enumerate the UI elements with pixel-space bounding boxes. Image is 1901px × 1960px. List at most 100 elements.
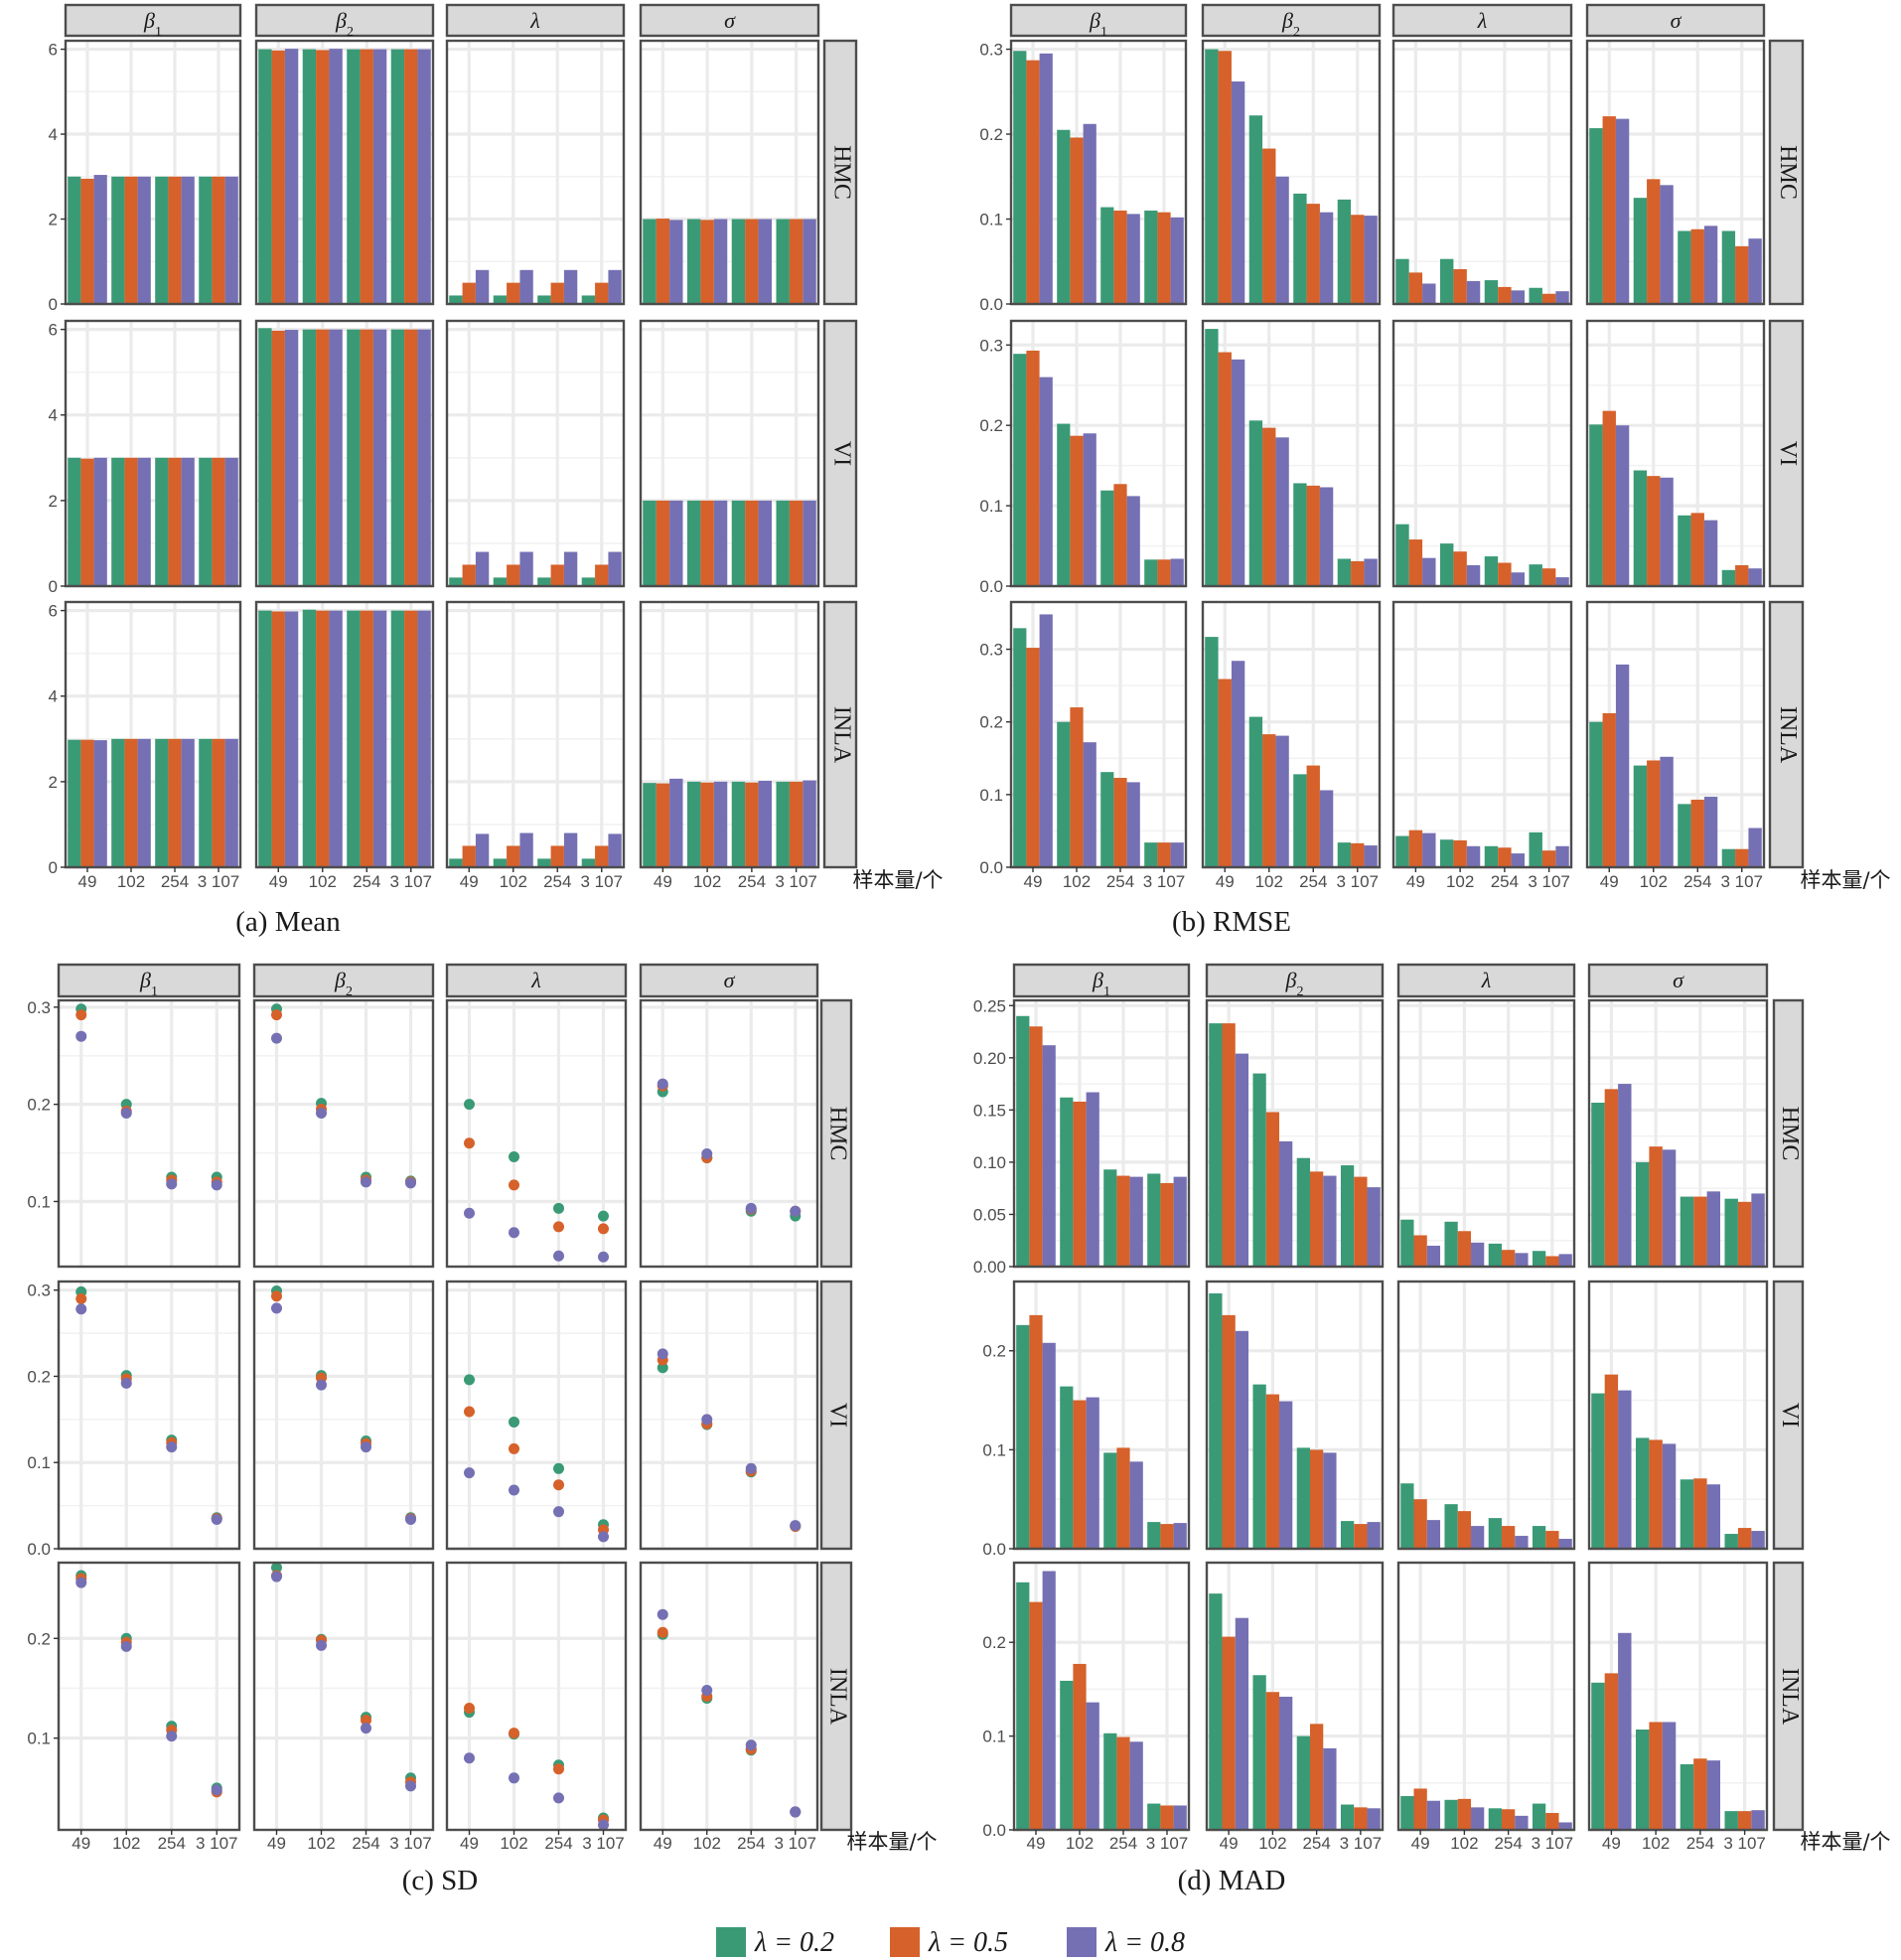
x-tick-label: 254 <box>543 872 571 891</box>
point-lambda-hmc-s1-c3 <box>598 1223 609 1235</box>
bar-beta2-inla-s0-c1 <box>1252 1675 1266 1830</box>
strip-label-beta2: β2 <box>1281 8 1300 40</box>
bar-sigma-vi-s2-c3 <box>1751 1531 1765 1549</box>
caption-mean: (a) Mean <box>235 906 341 938</box>
bar-sigma-hmc-s2-c3 <box>1751 1193 1765 1267</box>
bar-beta2-hmc-s2-c1 <box>1279 1140 1293 1267</box>
bar-beta1-hmc-s2-c2 <box>1129 1176 1143 1267</box>
bar-sigma-hmc-s0-c3 <box>776 219 790 304</box>
bar-beta1-inla-s2-c2 <box>1129 1741 1143 1830</box>
bar-beta1-hmc-s0-c0 <box>68 176 81 304</box>
bar-beta1-hmc-s2-c2 <box>181 176 195 304</box>
panel-sd: β1 β2 λ σHMC0.10.20.3VI0.00.10.20.3INLA0.10… <box>27 963 938 1896</box>
caption-mad: (d) MAD <box>1178 1865 1286 1896</box>
y-tick-label: 0.1 <box>982 1440 1006 1459</box>
x-tick-label: 102 <box>307 1834 335 1853</box>
bar-beta2-hmc-s2-c0 <box>284 49 299 304</box>
x-tick-label: 3 107 <box>774 1834 816 1853</box>
bar-sigma-inla-s2-c1 <box>1662 1722 1677 1830</box>
strip-sigma <box>1587 963 1769 998</box>
bar-beta2-vi-s2-c2 <box>1319 487 1334 586</box>
bar-lambda-inla-s0-c1 <box>1444 1799 1458 1830</box>
x-tick-label: 254 <box>1299 872 1327 891</box>
x-tick-label: 3 107 <box>196 1834 238 1853</box>
strip-label-beta2: β2 <box>334 968 353 999</box>
bar-lambda-hmc-s2-c1 <box>519 269 533 304</box>
bar-lambda-vi-s2-c2 <box>563 551 578 586</box>
point-lambda-hmc-s2-c3 <box>598 1251 609 1263</box>
facet-border <box>445 1561 628 1832</box>
facet-border <box>1396 1280 1576 1551</box>
bar-sigma-inla-s1-c2 <box>745 782 759 867</box>
x-tick-label: 49 <box>460 872 479 891</box>
facet-border <box>1012 1561 1191 1832</box>
x-tick-label: 3 107 <box>1532 1834 1574 1853</box>
bar-beta1-inla-s1-c2 <box>1116 1736 1130 1830</box>
x-tick-label: 3 107 <box>389 872 432 891</box>
bar-sigma-inla-s0-c2 <box>1680 1763 1694 1830</box>
bar-beta1-inla-s0-c3 <box>1144 842 1158 867</box>
x-tick-label: 254 <box>1109 1834 1137 1853</box>
bar-beta2-inla-s0-c0 <box>258 610 272 867</box>
strip-lambda <box>1396 963 1576 998</box>
bar-lambda-inla-s2-c1 <box>519 832 533 867</box>
point-beta2-hmc-s2-c1 <box>316 1107 327 1119</box>
bar-beta1-inla-s0-c2 <box>1103 1733 1117 1830</box>
row-label-vi: VI <box>824 1403 850 1428</box>
y-tick-label: 0.1 <box>979 786 1003 805</box>
bar-beta1-hmc-s2-c3 <box>1170 217 1184 304</box>
bar-sigma-hmc-s0-c0 <box>1589 128 1603 304</box>
bar-beta1-vi-s2-c1 <box>1086 1397 1099 1549</box>
point-beta1-hmc-s1-c0 <box>75 1009 87 1021</box>
facet-border <box>254 39 435 306</box>
row-strip-vi <box>1768 319 1805 588</box>
point-beta2-inla-s2-c3 <box>405 1780 416 1792</box>
bar-beta1-inla-s1-c1 <box>1070 707 1084 867</box>
bar-beta1-inla-s2-c1 <box>1086 1702 1099 1830</box>
x-tick-label: 102 <box>1450 1834 1478 1853</box>
row-label-inla: INLA <box>824 1668 850 1726</box>
facet-border <box>639 998 819 1269</box>
x-tick-label: 254 <box>1106 872 1134 891</box>
x-tick-label: 254 <box>1302 1834 1330 1853</box>
x-tick-label: 49 <box>78 872 97 891</box>
bar-beta1-inla-s0-c1 <box>1060 1680 1074 1830</box>
y-tick-label: 0.2 <box>27 1629 51 1648</box>
facet-vi-lambda <box>1391 319 1573 588</box>
facet-inla-lambda: 49 102 254 3 107 <box>445 600 626 891</box>
facet-border <box>1201 319 1382 588</box>
point-lambda-hmc-s2-c1 <box>509 1227 519 1239</box>
bar-beta2-inla-s2-c1 <box>1279 1696 1293 1830</box>
point-lambda-hmc-s0-c0 <box>464 1099 475 1111</box>
facet-border <box>1396 1561 1576 1832</box>
bar-lambda-vi-s0-c1 <box>493 577 508 586</box>
point-beta2-vi-s2-c2 <box>361 1441 371 1453</box>
facet-border <box>1012 998 1191 1269</box>
point-lambda-vi-s2-c1 <box>509 1484 519 1496</box>
bar-beta1-hmc-s0-c3 <box>1144 210 1158 304</box>
bar-beta2-hmc-s2-c2 <box>1319 212 1334 304</box>
y-tick-label: 0.0 <box>982 1821 1006 1840</box>
facet-hmc-beta1: 0 2 4 6 <box>49 39 242 314</box>
strip-label-beta2: β2 <box>1285 968 1304 999</box>
bar-beta2-inla-s0-c2 <box>1296 1735 1310 1830</box>
row-label-vi: VI <box>828 441 854 466</box>
point-sigma-hmc-s2-c2 <box>745 1202 757 1214</box>
bar-beta1-inla-s1-c0 <box>1026 648 1040 867</box>
caption-sd: (c) SD <box>402 1865 479 1896</box>
bar-beta1-vi-s2-c3 <box>1173 1523 1187 1549</box>
facet-border <box>254 600 435 869</box>
bar-lambda-vi-s1-c1 <box>1457 1511 1472 1549</box>
point-beta1-hmc-s2-c1 <box>120 1107 132 1119</box>
legend-label-1: λ = 0.2 <box>754 1927 834 1958</box>
bar-beta1-vi-s2-c2 <box>181 457 195 586</box>
bar-sigma-vi-s2-c1 <box>1660 477 1674 586</box>
facet-border <box>254 319 435 588</box>
bar-beta2-hmc-s1-c3 <box>1351 215 1365 304</box>
point-lambda-vi-s1-c2 <box>553 1479 564 1491</box>
strip-lambda <box>445 963 628 998</box>
bar-lambda-inla-s0-c2 <box>1484 845 1499 867</box>
bar-sigma-vi-s1-c0 <box>1602 410 1616 586</box>
bar-sigma-hmc-s2-c3 <box>803 219 816 304</box>
bar-beta2-inla-s2-c3 <box>417 610 431 867</box>
